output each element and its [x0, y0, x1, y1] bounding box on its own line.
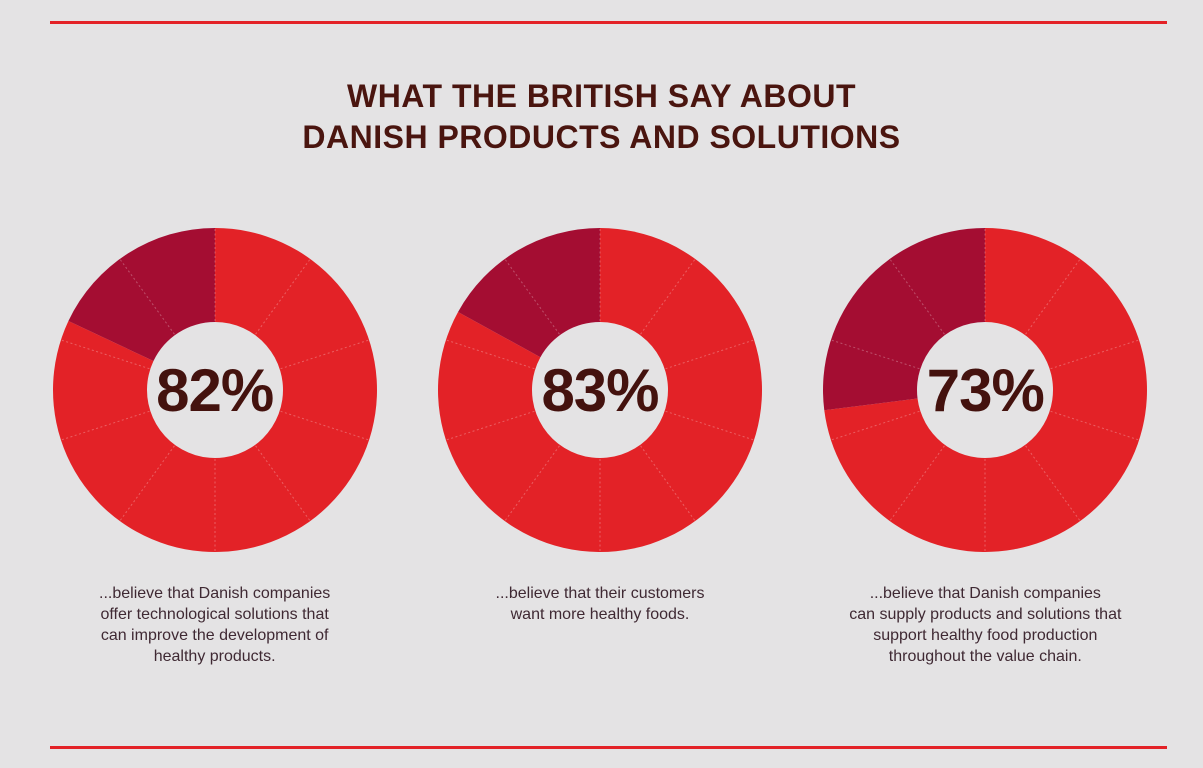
caption-line: ...believe that Danish companies — [99, 585, 331, 602]
slice-guide-line — [119, 445, 175, 521]
donut-percentage-label: 82% — [156, 356, 274, 424]
slice-guide-line — [1025, 445, 1081, 521]
slice-guide-line — [890, 445, 946, 521]
caption-line: offer technological solutions that — [100, 606, 329, 623]
slice-guide-line — [61, 410, 150, 441]
donut-chart: 82% — [52, 227, 378, 553]
donut-chart: 73% — [822, 227, 1148, 553]
slice-guide-line — [665, 339, 754, 370]
title-line-2: DANISH PRODUCTS AND SOLUTIONS — [302, 119, 901, 155]
donut-percentage-label: 73% — [926, 356, 1045, 424]
slice-guide-line — [254, 259, 310, 335]
caption-line: ...believe that Danish companies — [869, 585, 1101, 602]
donut-segment-remainder — [823, 228, 986, 411]
caption-line: can improve the development of — [100, 627, 329, 644]
donut-segment-remainder — [68, 228, 215, 362]
chart-caption: ...believe that Danish companies offer te… — [99, 583, 330, 667]
chart-caption: ...believe that their customers want more… — [496, 583, 705, 625]
donut-chart-svg — [52, 228, 377, 552]
caption-line: healthy products. — [153, 648, 276, 665]
chart-column-1: 82% ...believe that Danish companies offer… — [22, 227, 407, 667]
slice-guide-line — [446, 410, 535, 441]
slice-guide-line — [640, 445, 696, 521]
slice-guide-line — [280, 339, 368, 370]
donut-chart-svg — [437, 228, 762, 552]
slice-guide-line — [119, 259, 175, 335]
slice-guide-line — [1025, 259, 1081, 335]
donut-chart-svg — [823, 228, 1148, 552]
slice-guide-line — [832, 410, 920, 441]
chart-column-2: 83% ...believe that their customers want m… — [407, 227, 792, 667]
caption-line: ...believe that their customers — [495, 585, 705, 602]
slice-guide-line — [832, 339, 920, 370]
title-line-1: WHAT THE BRITISH SAY ABOUT — [346, 78, 856, 114]
slice-guide-line — [280, 410, 368, 441]
slice-guide-line — [1050, 410, 1139, 441]
donut-segment-value — [824, 228, 1148, 552]
donut-segment-value — [52, 228, 377, 552]
slice-guide-line — [640, 259, 696, 335]
page-title: WHAT THE BRITISH SAY ABOUT DANISH PRODUC… — [0, 76, 1203, 158]
slice-guide-line — [446, 339, 535, 370]
donut-segment-remainder — [458, 228, 600, 358]
slice-guide-line — [254, 445, 310, 521]
donut-chart: 83% — [437, 227, 763, 553]
slice-guide-line — [665, 410, 754, 441]
slice-guide-line — [61, 339, 150, 370]
bottom-divider-line — [50, 746, 1167, 749]
caption-line: want more healthy foods. — [510, 606, 690, 623]
slice-guide-line — [1050, 339, 1139, 370]
chart-caption: ...believe that Danish companies can supp… — [849, 583, 1121, 667]
chart-column-3: 73% ...believe that Danish companies can s… — [793, 227, 1178, 667]
slice-guide-line — [504, 259, 560, 335]
donut-segment-value — [437, 228, 762, 552]
caption-line: support healthy food production — [873, 627, 1098, 644]
slice-guide-line — [504, 445, 560, 521]
slice-guide-line — [890, 259, 946, 335]
donut-percentage-label: 83% — [541, 356, 659, 424]
charts-row: 82% ...believe that Danish companies offer… — [22, 227, 1178, 667]
caption-line: can supply products and solutions that — [849, 606, 1122, 623]
top-divider-line — [50, 21, 1167, 24]
caption-line: throughout the value chain. — [888, 648, 1082, 665]
